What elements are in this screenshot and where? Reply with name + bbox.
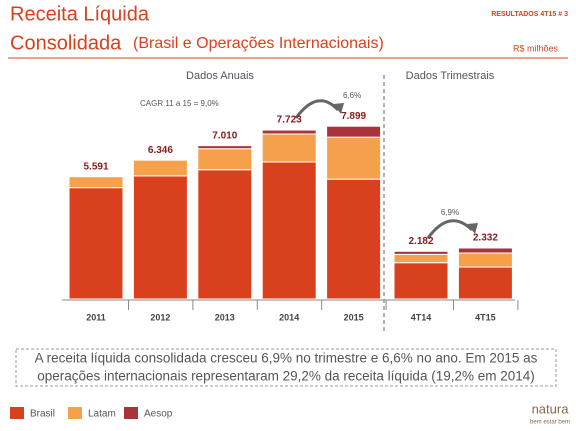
legend-swatch (10, 407, 24, 419)
x-tick-label: 2012 (150, 312, 170, 322)
bar-segment (393, 253, 449, 264)
bar-segment (68, 187, 124, 300)
total-label: 7.010 (212, 130, 237, 141)
note-line: operações internacionais representaram 2… (37, 369, 535, 384)
page-tag: RESULTADOS 4T15 # 3 (491, 11, 568, 18)
growth-arrow (294, 99, 340, 119)
total-label: 2.332 (473, 233, 498, 244)
bar-segment (261, 129, 317, 135)
cagr: CAGR 11 a 15 = 9,0% (140, 99, 219, 108)
subtitle: Consolidada (10, 32, 122, 54)
bar-segment (457, 247, 513, 254)
bar-segment (197, 148, 253, 171)
total-label: 6.346 (148, 145, 173, 156)
bar-segment (326, 125, 382, 138)
bar-segment (261, 161, 317, 300)
bar-segment (68, 176, 124, 189)
growth-arrow (426, 219, 474, 239)
subtitle-note: (Brasil e Operações Internacionais) (133, 35, 384, 52)
bar-segment (457, 252, 513, 268)
bar-segment (132, 175, 188, 300)
legend-swatch (68, 407, 82, 419)
logo-tagline: bem estar bem (530, 420, 570, 426)
legend-label: Brasil (30, 409, 55, 420)
bar-segment (197, 145, 253, 150)
total-label: 5.591 (83, 161, 108, 172)
x-tick-label: 2013 (215, 312, 235, 322)
arrow-head (467, 223, 478, 234)
growth-label: 6,9% (441, 208, 459, 217)
x-tick-label: 4T14 (411, 312, 432, 322)
arrow-head (333, 103, 344, 114)
x-tick-label: 2015 (344, 312, 364, 322)
x-tick-label: 2011 (86, 312, 106, 322)
legend-label: Latam (88, 409, 116, 420)
section-label: Dados Anuais (186, 70, 254, 82)
legend-label: Aesop (144, 409, 173, 420)
x-tick-label: 4T15 (475, 312, 496, 322)
note-box (15, 348, 557, 387)
note-line: A receita líquida consolidada cresceu 6,… (35, 351, 538, 366)
bar-segment (393, 250, 449, 255)
section-label: Dados Trimestrais (406, 70, 495, 82)
bar-segment (326, 136, 382, 180)
unit: R$ milhões (513, 43, 559, 53)
bar-segment (393, 262, 449, 300)
total-label: 7.723 (277, 115, 302, 126)
total-label: 7.899 (341, 111, 366, 122)
title: Receita Líquida (10, 3, 150, 25)
total-label: 2.182 (408, 236, 433, 247)
bar-segment (457, 266, 513, 300)
logo: natura (532, 401, 570, 416)
bar-segment (261, 133, 317, 163)
growth-label: 6,6% (343, 91, 361, 100)
bar-segment (197, 169, 253, 300)
bar-segment (326, 178, 382, 300)
legend-swatch (124, 407, 138, 419)
bar-segment (132, 159, 188, 177)
x-tick-label: 2014 (279, 312, 299, 322)
